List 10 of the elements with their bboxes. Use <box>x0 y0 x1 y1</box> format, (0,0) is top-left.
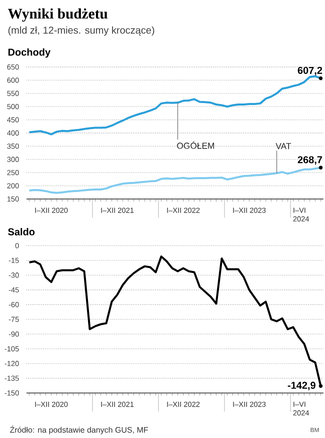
text: OGÓŁEM <box>176 141 214 149</box>
data-label: 268,7 <box>298 156 322 165</box>
text: Źródło: na podstawie danych GUS, MF <box>10 426 148 434</box>
y-axis-title: Dochody <box>8 48 50 58</box>
data-label: 607,2 <box>298 66 322 76</box>
data-label: -142,9 <box>288 382 316 390</box>
y-axis-title: Saldo <box>8 228 34 236</box>
text: VAT <box>275 143 291 150</box>
chart-title: Wyniki budżetu <box>8 8 108 22</box>
chart-subtitle: (mld zł, 12-mies. sumy kroczące) <box>8 26 154 36</box>
